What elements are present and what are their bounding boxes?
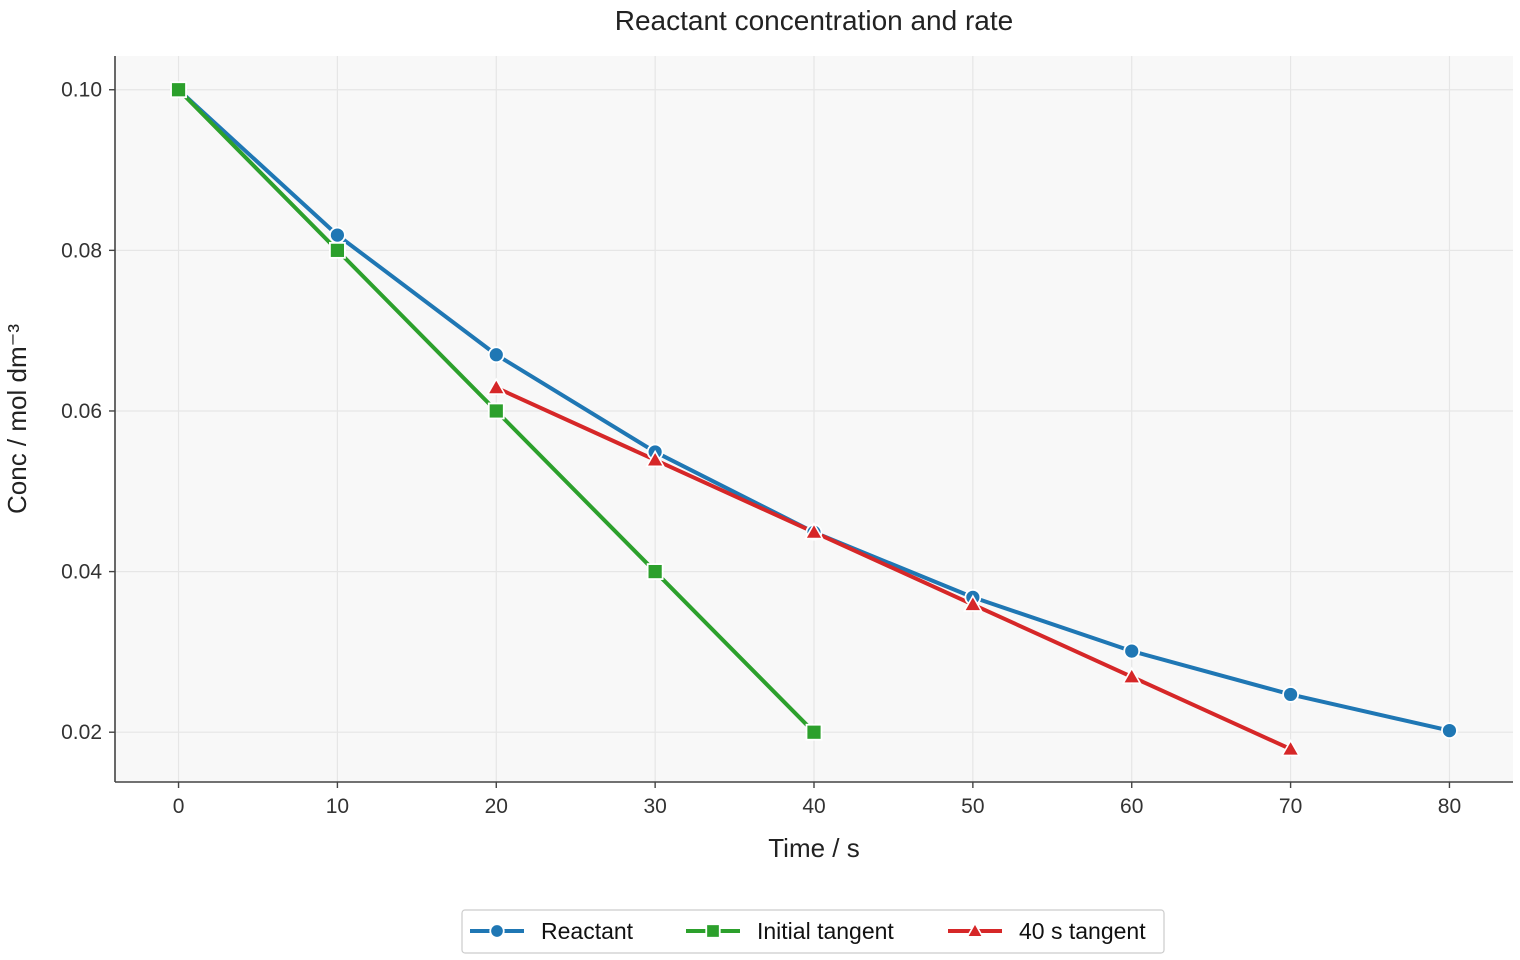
legend-box	[461, 909, 1165, 954]
y-axis-label: Conc / mol dm⁻³	[2, 324, 32, 514]
data-point	[1280, 738, 1301, 757]
y-ticks: 0.02 0.04 0.06 0.08 0.10	[61, 79, 115, 744]
data-point	[805, 723, 823, 741]
data-point	[646, 563, 664, 580]
data-point	[962, 594, 983, 612]
data-point	[1123, 642, 1141, 660]
data-point	[965, 921, 985, 938]
x-tick-label: 40	[802, 795, 825, 818]
x-tick-label: 70	[1279, 795, 1302, 818]
data-point	[329, 241, 346, 259]
y-tick-label: 0.06	[61, 400, 102, 423]
data-point	[645, 449, 666, 468]
y-tick-label: 0.08	[61, 239, 102, 262]
x-tick-label: 0	[173, 795, 185, 818]
series-markers	[170, 81, 1458, 757]
y-tick-label: 0.02	[61, 721, 102, 744]
legend: Reactant Initial tangent 40 s tangent	[461, 909, 1165, 954]
data-point	[1282, 686, 1299, 703]
series-line	[494, 385, 1293, 752]
data-point	[705, 923, 721, 939]
legend-label: Initial tangent	[757, 918, 894, 944]
x-tick-label: 20	[485, 795, 508, 818]
data-point	[170, 81, 187, 99]
x-tick-label: 50	[961, 795, 984, 818]
x-tick-label: 60	[1120, 795, 1143, 818]
legend-label: Reactant	[541, 918, 634, 944]
chart-title: Reactant concentration and rate	[615, 5, 1013, 36]
y-tick-label: 0.10	[61, 79, 102, 102]
data-point	[804, 522, 824, 540]
data-point	[1121, 666, 1142, 684]
x-tick-label: 30	[643, 795, 666, 818]
data-point	[486, 377, 507, 395]
data-point	[1441, 722, 1458, 740]
legend-label: 40 s tangent	[1019, 918, 1146, 944]
x-tick-label: 80	[1438, 795, 1461, 818]
data-point	[489, 923, 505, 939]
data-point	[487, 346, 505, 364]
data-point	[329, 226, 346, 244]
data-point	[487, 402, 505, 420]
x-axis-label: Time / s	[768, 833, 859, 863]
y-tick-label: 0.04	[61, 561, 102, 584]
x-ticks: 0 10 20 30 40 50 60 70 80	[173, 782, 1461, 818]
x-tick-label: 10	[326, 795, 349, 818]
